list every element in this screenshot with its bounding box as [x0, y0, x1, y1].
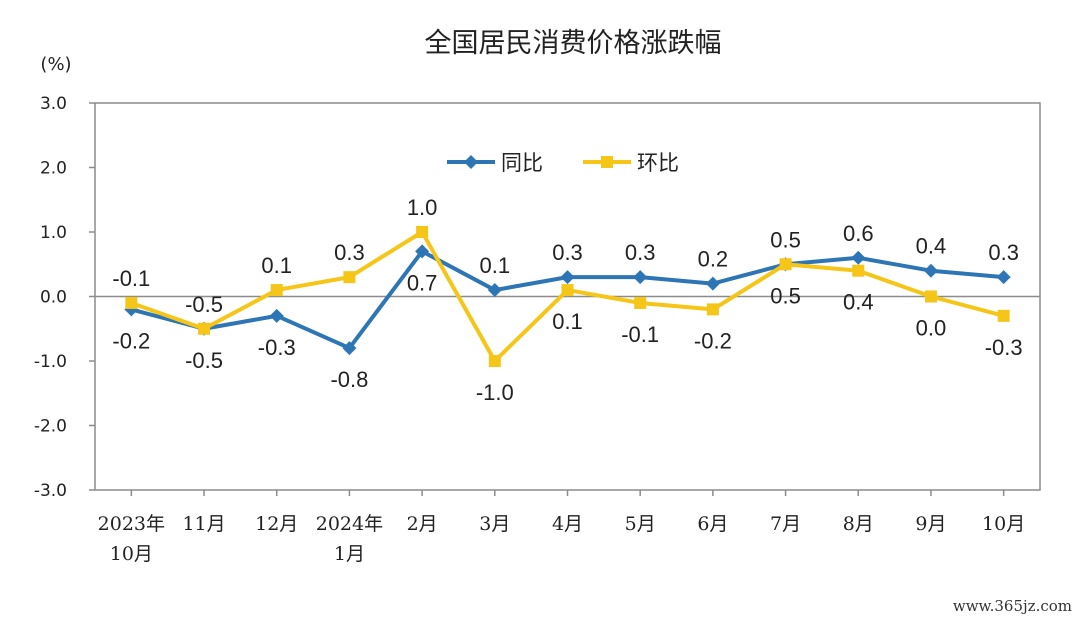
- x-tick-label: 7月: [770, 513, 801, 535]
- data-label: 0.2: [698, 247, 729, 272]
- y-tick-label: 1.0: [40, 223, 67, 243]
- data-label: 0.6: [843, 221, 874, 246]
- point-marker: [923, 263, 938, 278]
- point-marker: [561, 284, 574, 297]
- data-label: -0.2: [694, 328, 732, 353]
- data-label: 0.0: [916, 316, 947, 341]
- data-label: -0.8: [330, 367, 368, 392]
- data-labels: -0.2 -0.1 -0.5 -0.5 -0.3 0.1 -0.8 0.3 0.7 1.0 0.1 -…: [112, 195, 1022, 405]
- y-tick-label: -3.0: [34, 481, 67, 501]
- legend-label-1: 环比: [637, 151, 679, 175]
- y-tick-label: -1.0: [34, 352, 67, 372]
- x-tick-label: 8月: [843, 513, 874, 535]
- data-label: 0.7: [407, 270, 438, 295]
- point-marker: [343, 271, 356, 284]
- data-label: 0.4: [843, 290, 874, 315]
- point-marker: [851, 250, 866, 265]
- x-axis: 2023年 10月 11月 12月 2024年 1月 2月 3月 4月 5月 6月 7月 8月 9月 10月: [98, 490, 1025, 565]
- x-tick-label: 10月: [110, 543, 153, 565]
- point-marker: [488, 355, 501, 367]
- legend: 同比 环比: [447, 151, 679, 175]
- x-tick-label: 2023年: [98, 513, 165, 535]
- point-marker: [852, 264, 865, 277]
- legend-marker-diamond: [464, 155, 478, 169]
- legend-label-0: 同比: [501, 151, 543, 175]
- data-label: 0.3: [625, 240, 656, 265]
- data-label: -0.2: [112, 328, 150, 353]
- data-label: 0.1: [261, 253, 292, 278]
- data-label: -0.1: [112, 266, 150, 291]
- data-label: 0.3: [552, 240, 583, 265]
- data-label: 0.3: [988, 240, 1019, 265]
- x-tick-label: 11月: [182, 513, 225, 535]
- point-marker: [125, 296, 138, 309]
- x-tick-label: 10月: [982, 513, 1025, 535]
- data-label: -0.3: [985, 335, 1023, 360]
- x-tick-label: 5月: [625, 513, 656, 535]
- y-tick-label: -2.0: [34, 417, 67, 437]
- point-marker: [996, 270, 1011, 285]
- data-label: -0.5: [185, 292, 223, 317]
- point-marker: [706, 303, 719, 316]
- x-tick-label: 2024年: [316, 513, 383, 535]
- point-marker: [633, 270, 648, 285]
- x-tick-label: 1月: [334, 543, 365, 565]
- point-marker: [269, 308, 284, 323]
- y-axis: 3.0 2.0 1.0 0.0 -1.0 -2.0 -3.0: [34, 94, 1040, 501]
- legend-marker-square: [601, 156, 613, 168]
- point-marker: [270, 284, 283, 297]
- data-label: 0.1: [480, 253, 511, 278]
- data-label: -0.3: [258, 335, 296, 360]
- point-marker: [705, 276, 720, 291]
- data-label: -0.5: [185, 348, 223, 373]
- x-tick-label: 4月: [552, 513, 583, 535]
- watermark: www.365jz.com: [953, 597, 1072, 615]
- data-label: 0.3: [334, 240, 365, 265]
- point-marker: [342, 341, 357, 356]
- series-group: [124, 226, 1011, 367]
- data-label: 1.0: [407, 195, 438, 220]
- point-marker: [198, 322, 211, 335]
- y-tick-label: 0.0: [40, 288, 67, 308]
- chart-title: 全国居民消费价格涨跌幅: [425, 28, 722, 59]
- x-tick-label: 2月: [407, 513, 438, 535]
- point-marker: [487, 283, 502, 298]
- x-tick-label: 12月: [255, 513, 298, 535]
- y-tick-label: 3.0: [40, 94, 67, 114]
- data-label: 0.5: [770, 227, 801, 252]
- data-label: 0.4: [916, 234, 947, 259]
- point-marker: [634, 296, 647, 309]
- point-marker: [997, 309, 1010, 322]
- x-tick-label: 9月: [915, 513, 946, 535]
- x-tick-label: 6月: [697, 513, 728, 535]
- y-unit-label: (%): [40, 54, 71, 75]
- y-tick-label: 2.0: [40, 159, 67, 179]
- point-marker: [560, 270, 575, 285]
- point-marker: [924, 290, 937, 303]
- x-tick-label: 3月: [479, 513, 510, 535]
- point-marker: [416, 226, 429, 238]
- data-label: 0.5: [770, 283, 801, 308]
- data-label: -0.1: [621, 322, 659, 347]
- point-marker: [415, 244, 430, 259]
- data-label: 0.1: [552, 309, 583, 334]
- point-marker: [779, 258, 792, 271]
- data-label: -1.0: [476, 380, 514, 405]
